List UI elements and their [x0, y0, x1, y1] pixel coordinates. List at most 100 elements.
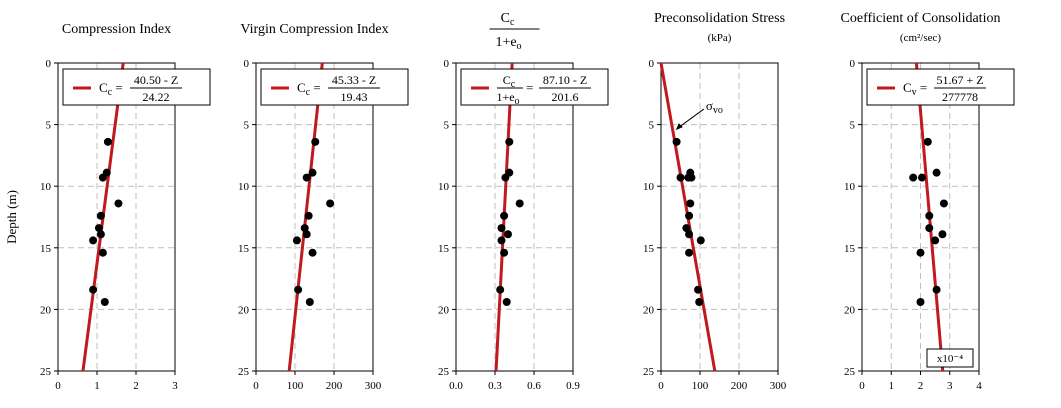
y-tick-label: 0 [850, 58, 856, 70]
x-tick-label: 3 [172, 380, 178, 392]
data-point [932, 168, 941, 177]
plot-frame [57, 62, 176, 372]
equation-box: Cc = 40.50 - Z 24.22 [62, 68, 211, 106]
x-tick-label: 200 [731, 380, 748, 392]
data-point [311, 137, 320, 146]
data-point [931, 236, 940, 245]
data-point [685, 248, 694, 257]
data-point [685, 230, 694, 239]
equation-lhs: Cv = [903, 80, 927, 98]
data-point [501, 173, 510, 182]
y-tick-label: 25 [40, 366, 52, 378]
data-point [305, 298, 314, 307]
y-tick-label: 25 [643, 366, 655, 378]
x-tick-label: 0.0 [449, 380, 463, 392]
plot-frame [255, 62, 374, 372]
grid-lines [456, 63, 573, 371]
data-point [114, 199, 123, 208]
data-point [672, 137, 681, 146]
y-tick-label: 0 [444, 58, 450, 70]
data-point [685, 211, 694, 220]
equation-denominator: 19.43 [341, 90, 368, 104]
data-point [676, 173, 685, 182]
data-point [100, 298, 109, 307]
x-tick-label: 300 [365, 380, 382, 392]
data-point [916, 248, 925, 257]
grid-lines [58, 63, 175, 371]
data-point [694, 285, 703, 294]
equation-equals: = [526, 80, 533, 95]
data-point [89, 285, 98, 294]
data-point [682, 224, 691, 233]
panel-title: Coefficient of Consolidation [841, 11, 1001, 26]
panel-subtitle: (cm²/sec) [900, 32, 942, 44]
data-point [917, 173, 926, 182]
equation-numerator: 87.10 - Z [543, 73, 587, 87]
y-tick-label: 10 [40, 181, 52, 193]
equation-lhs: Cc = [99, 80, 123, 98]
x-tick-label: 2 [918, 380, 924, 392]
title-fraction-denominator: 1+eo [495, 35, 521, 52]
x-tick-label: 0 [253, 380, 259, 392]
y-tick-label: 0 [46, 58, 52, 70]
equation-box: Cc1+eo = 87.10 - Z 201.6 [460, 68, 609, 107]
x-tick-label: 0 [859, 380, 865, 392]
y-tick-label: 25 [844, 366, 856, 378]
data-point [497, 224, 506, 233]
x-tick-label: 0 [55, 380, 61, 392]
data-point [300, 224, 309, 233]
equation-denominator: 201.6 [552, 90, 579, 104]
data-point [687, 173, 696, 182]
y-tick-label: 25 [438, 366, 450, 378]
multiplier-text: x10⁻⁴ [937, 353, 963, 365]
data-point [292, 236, 301, 245]
grid-lines [661, 63, 778, 371]
data-point [925, 224, 934, 233]
annotation-arrow [677, 108, 705, 129]
data-point [938, 230, 947, 239]
data-point [505, 137, 514, 146]
data-point [925, 211, 934, 220]
data-point [89, 236, 98, 245]
equation-numerator: 40.50 - Z [134, 73, 178, 87]
data-point [686, 199, 695, 208]
data-point [103, 137, 112, 146]
x-tick-label: 1 [889, 380, 895, 392]
y-tick-label: 0 [649, 58, 655, 70]
y-tick-label: 15 [438, 243, 450, 255]
data-point [916, 298, 925, 307]
data-point [932, 285, 941, 294]
equation-lhs-numerator: Cc [503, 73, 516, 90]
x-tick-label: 0.6 [527, 380, 541, 392]
y-tick-label: 20 [438, 304, 450, 316]
data-point [496, 285, 505, 294]
x-tick-label: 100 [692, 380, 709, 392]
multiplier-frame [926, 348, 974, 368]
x-tick-label: 1 [94, 380, 100, 392]
x-tick-label: 4 [976, 380, 982, 392]
data-point [326, 199, 335, 208]
x-tick-label: 100 [287, 380, 304, 392]
panel-subtitle: (kPa) [708, 32, 732, 44]
y-tick-label: 20 [40, 304, 52, 316]
equation-box: Cc = 45.33 - Z 19.43 [260, 68, 409, 106]
data-point [96, 211, 105, 220]
y-tick-label: 15 [643, 243, 655, 255]
data-point [294, 285, 303, 294]
data-point [515, 199, 524, 208]
data-point [939, 199, 948, 208]
data-point [923, 137, 932, 146]
data-point [96, 230, 105, 239]
y-axis-label: Depth (m) [4, 190, 19, 244]
x-tick-label: 300 [770, 380, 787, 392]
x-tick-label: 0.3 [488, 380, 502, 392]
y-tick-label: 5 [649, 120, 655, 132]
data-point [500, 248, 509, 257]
